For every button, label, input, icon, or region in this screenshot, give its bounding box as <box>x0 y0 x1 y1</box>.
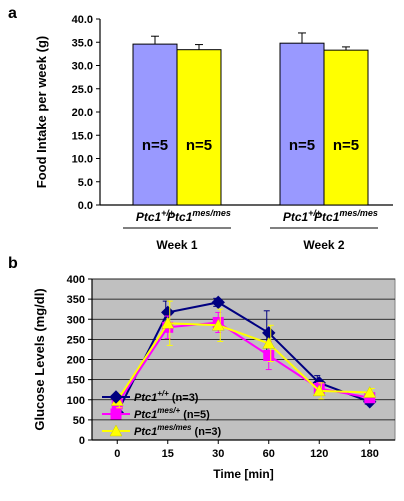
panel-label-a: a <box>8 5 17 22</box>
food-intake-chart: 0.0 5.0 10.0 15.0 20.0 25.0 30.0 35.0 40.0 Food I… <box>34 14 393 252</box>
legend-name-base: Ptc1 <box>134 409 157 421</box>
group-label: Week 2 <box>303 238 344 252</box>
x-tick-label-b: 15 <box>162 448 174 460</box>
genotype-label: Ptc1mes/mes <box>314 208 378 224</box>
n-label: n=5 <box>186 137 212 154</box>
bar <box>176 49 222 206</box>
legend-name-suffix: (n=3) <box>169 392 199 404</box>
y-tick-label-b: 150 <box>67 375 85 387</box>
legend-b: Ptc1+/+ (n=3)Ptc1mes/+ (n=5)Ptc1mes/mes … <box>102 389 221 438</box>
data-point <box>211 318 225 331</box>
y-tick-label-b: 250 <box>67 334 85 346</box>
x-tick-label-b: 0 <box>114 448 120 460</box>
x-tick-label-b: 60 <box>263 448 275 460</box>
data-point <box>211 295 225 310</box>
y-tick-label-b: 200 <box>67 355 85 367</box>
y-tick-label-a: 30.0 <box>72 61 93 73</box>
genotype-base: Ptc1 <box>314 210 340 224</box>
x-tick-label-b: 30 <box>212 448 224 460</box>
y-tick-label-a: 15.0 <box>72 130 93 142</box>
genotype-label: Ptc1+/+ <box>283 208 322 224</box>
legend-name-superscript: +/+ <box>157 389 169 398</box>
y-tick-label-a: 0.0 <box>78 200 93 212</box>
legend-name-superscript: mes/+ <box>157 406 180 415</box>
y-tick-label-b: 350 <box>67 294 85 306</box>
legend-label: Ptc1mes/mes (n=3) <box>134 423 221 438</box>
data-point <box>109 390 123 404</box>
x-tick-label-b: 180 <box>361 448 379 460</box>
series-line <box>116 321 370 405</box>
glucose-chart: 0 50 100 150 200 250 300 350 400 0 15 30 60 120 180 Tim… <box>32 274 396 481</box>
n-label: n=5 <box>333 137 359 154</box>
x-tick-label-b: 120 <box>310 448 328 460</box>
y-axis-title-a: Food Intake per week (g) <box>34 36 49 188</box>
y-tick-label-b: 0 <box>79 435 85 447</box>
panel-label-b: b <box>8 255 18 272</box>
legend-name-superscript: mes/mes <box>157 423 192 432</box>
series-line <box>116 301 371 414</box>
y-tick-label-b: 100 <box>67 395 85 407</box>
genotype-superscript: +/+ <box>308 208 322 218</box>
genotype-superscript: mes/mes <box>192 208 231 218</box>
y-tick-label-a: 20.0 <box>72 107 93 119</box>
data-point <box>109 424 123 437</box>
series-line <box>116 322 370 402</box>
data-point <box>161 316 175 329</box>
y-tick-label-a: 35.0 <box>72 37 93 49</box>
y-tick-label-b: 400 <box>67 274 85 286</box>
legend-name-base: Ptc1 <box>134 392 157 404</box>
genotype-label: Ptc1mes/mes <box>167 208 231 224</box>
legend-label: Ptc1+/+ (n=3) <box>134 389 199 404</box>
data-point <box>110 408 122 420</box>
genotype-base: Ptc1 <box>136 210 162 224</box>
y-tick-label-a: 5.0 <box>78 177 93 189</box>
y-tick-label-b: 300 <box>67 314 85 326</box>
genotype-label: Ptc1+/+ <box>136 208 175 224</box>
y-axis-title-b: Glucose Levels (mg/dl) <box>32 288 47 430</box>
y-tick-label-b: 50 <box>73 415 85 427</box>
x-axis-title-b: Time [min] <box>213 467 273 481</box>
genotype-base: Ptc1 <box>283 210 309 224</box>
genotype-base: Ptc1 <box>167 210 193 224</box>
legend-name-base: Ptc1 <box>134 426 157 438</box>
n-label: n=5 <box>289 137 315 154</box>
y-tick-label-a: 10.0 <box>72 154 93 166</box>
genotype-superscript: mes/mes <box>339 208 378 218</box>
group-label: Week 1 <box>156 238 197 252</box>
bar <box>279 42 325 206</box>
legend-label: Ptc1mes/+ (n=5) <box>134 406 210 421</box>
data-point <box>312 384 326 397</box>
legend-name-suffix: (n=3) <box>192 426 222 438</box>
bar <box>323 49 369 206</box>
data-point <box>363 385 377 398</box>
legend-name-suffix: (n=5) <box>180 409 210 421</box>
genotype-superscript: +/+ <box>161 208 175 218</box>
y-tick-label-a: 25.0 <box>72 84 93 96</box>
data-point <box>262 336 276 349</box>
y-tick-label-a: 40.0 <box>72 14 93 26</box>
data-point <box>263 349 275 361</box>
bar <box>132 43 178 206</box>
n-label: n=5 <box>142 137 168 154</box>
